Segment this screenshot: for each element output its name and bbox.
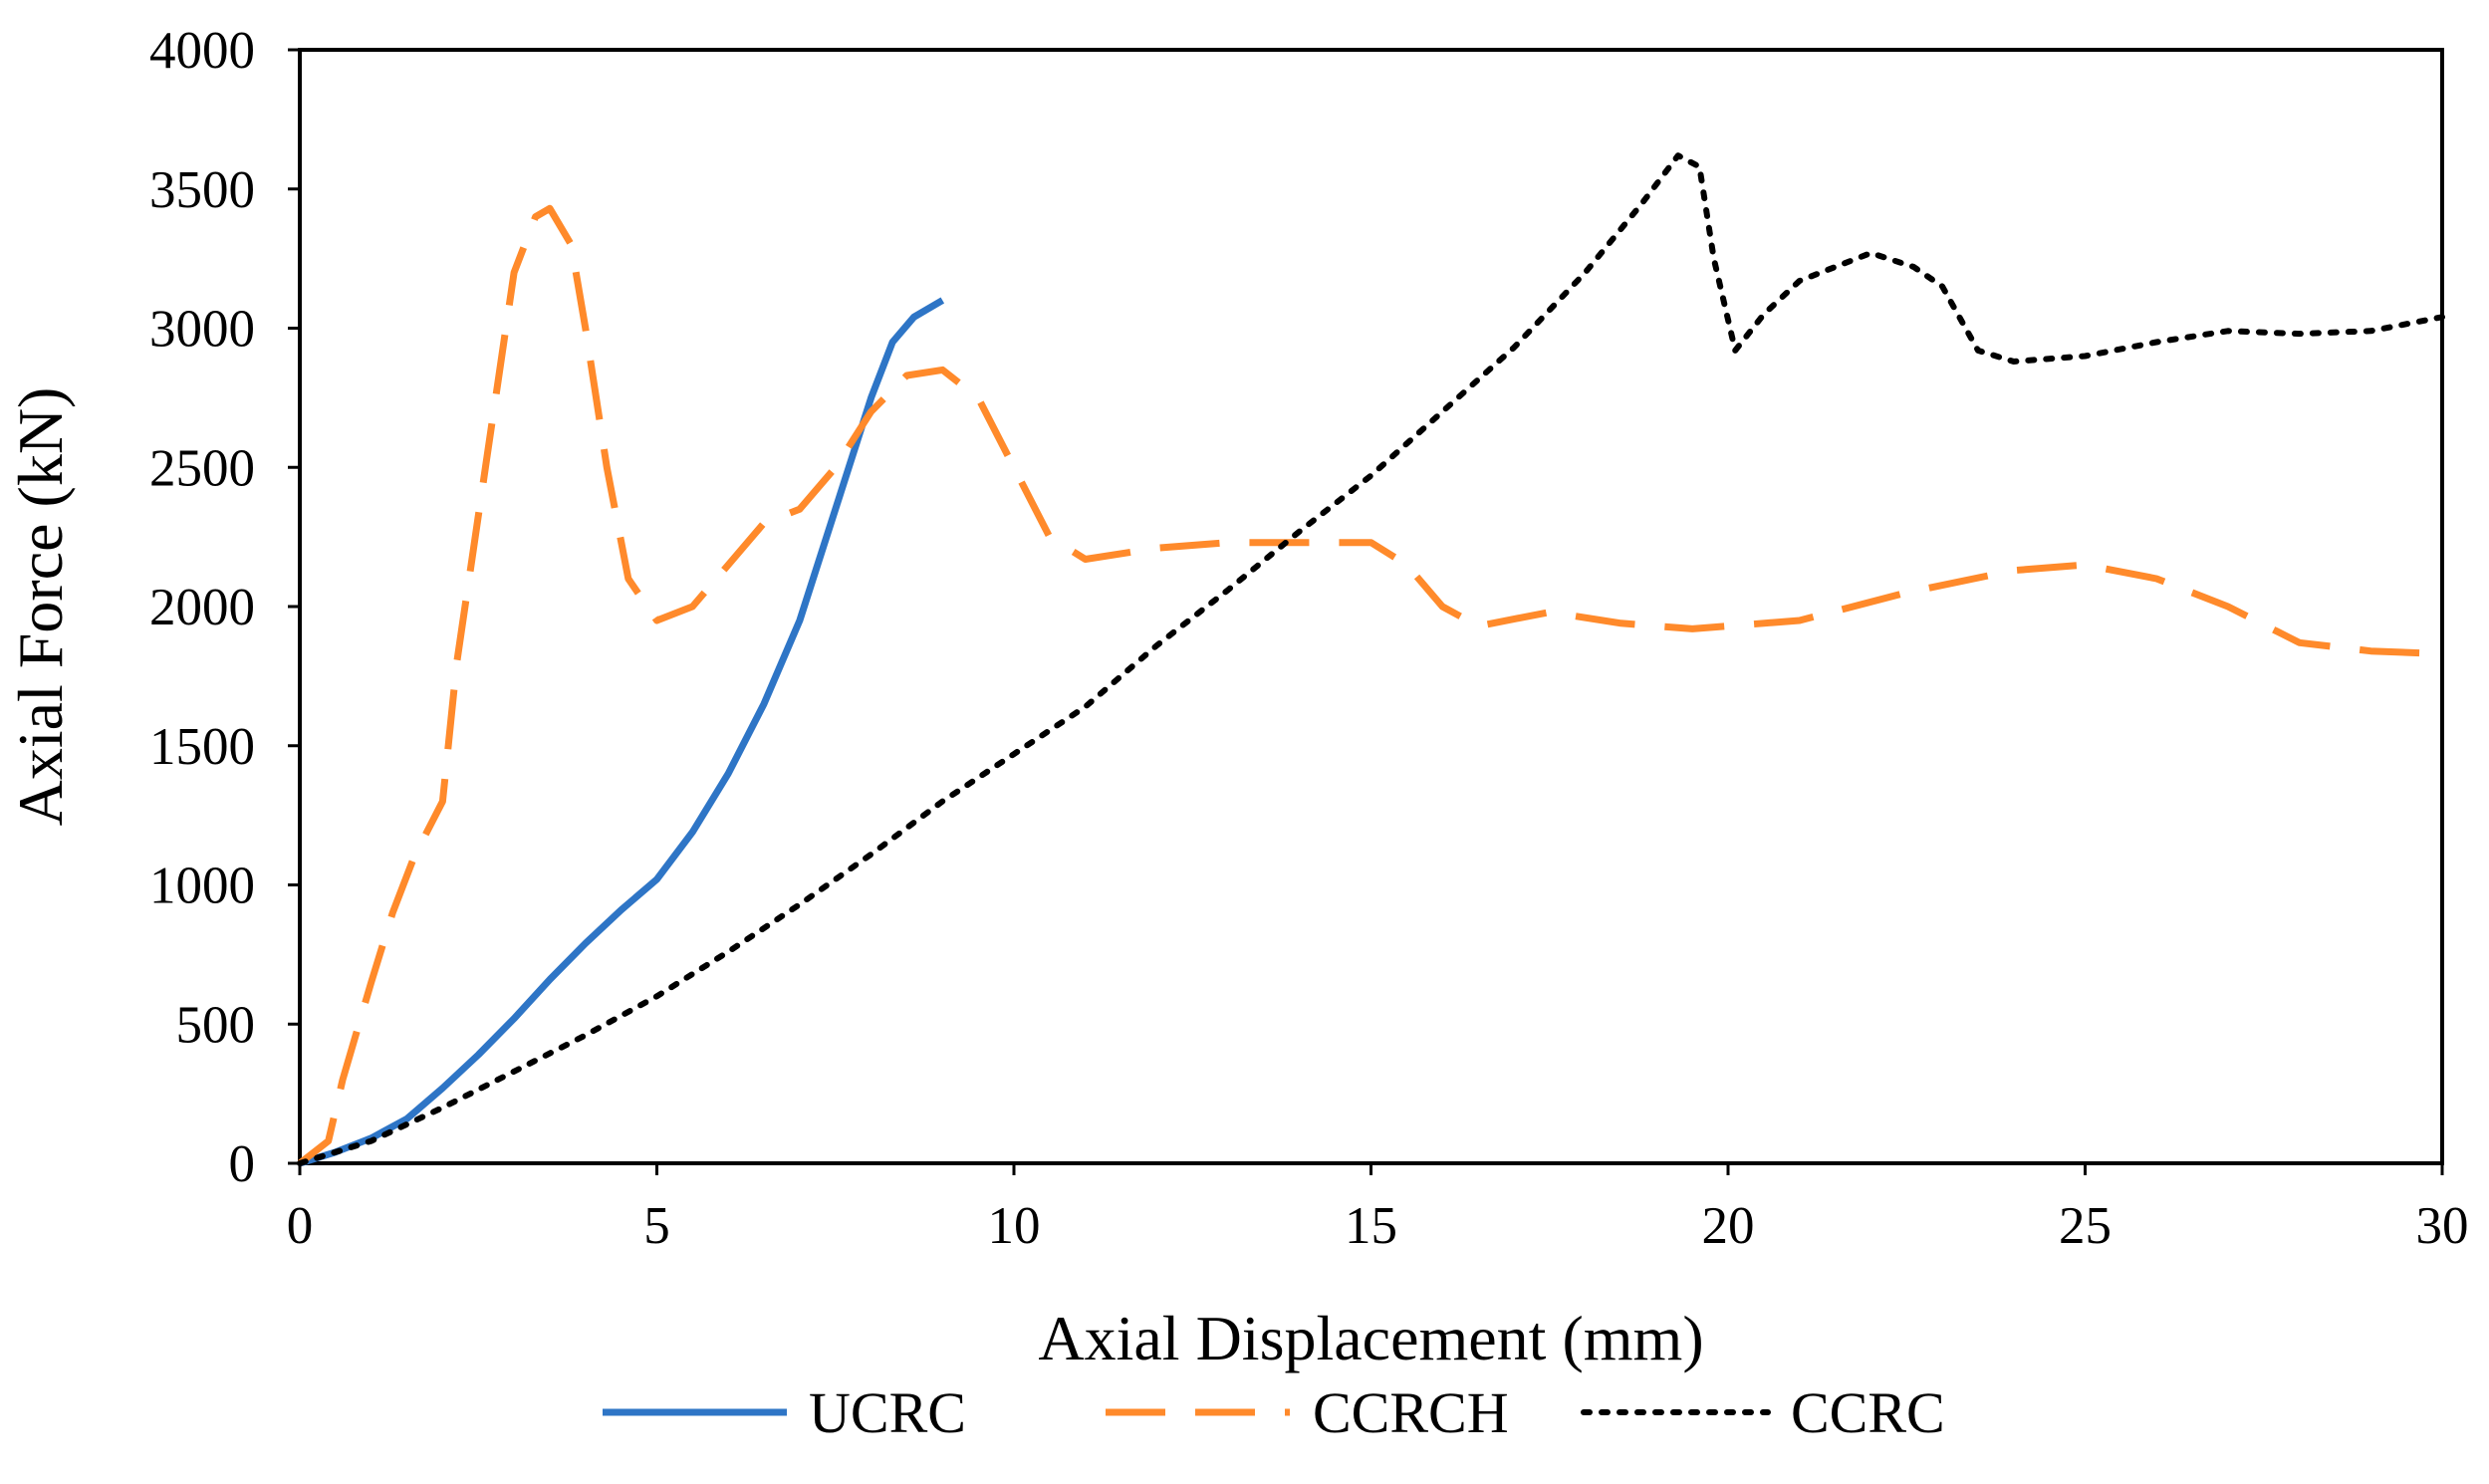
legend: UCRC CCRCH CCRC (603, 1380, 1945, 1445)
x-tick-label: 10 (988, 1197, 1041, 1255)
x-tick-label: 5 (643, 1197, 670, 1255)
series-line-ucrc (298, 297, 945, 1167)
x-axis-ticks: 0 5 10 15 20 25 30 (287, 1163, 2469, 1255)
series-line-ccrch (297, 204, 2443, 1166)
x-tick-label: 20 (1702, 1197, 1755, 1255)
series-line-ccrc (297, 152, 2445, 1166)
x-tick-label: 25 (2059, 1197, 2112, 1255)
plot-area (298, 48, 2444, 1165)
y-tick-label: 1000 (149, 858, 255, 915)
y-tick-label: 500 (176, 996, 256, 1054)
x-tick-label: 30 (2416, 1197, 2469, 1255)
legend-label-ccrc: CCRC (1791, 1380, 1945, 1445)
y-tick-label: 0 (229, 1135, 256, 1193)
y-tick-label: 3500 (149, 161, 255, 219)
y-tick-label: 3000 (149, 301, 255, 359)
y-tick-label: 4000 (149, 22, 255, 80)
legend-label-ccrch: CCRCH (1313, 1380, 1509, 1445)
y-axis-title: Axial Force (kN) (5, 387, 76, 827)
x-tick-label: 15 (1345, 1197, 1397, 1255)
x-axis-title: Axial Displacement (mm) (1038, 1303, 1703, 1373)
y-tick-label: 1500 (149, 718, 255, 776)
series-layer (297, 152, 2445, 1167)
y-axis-ticks: 0 500 1000 1500 2000 2500 3000 3500 4000 (149, 22, 300, 1193)
y-tick-label: 2000 (149, 579, 255, 636)
x-tick-label: 0 (287, 1197, 314, 1255)
plot-frame (298, 48, 2444, 1165)
legend-label-ucrc: UCRC (809, 1380, 966, 1445)
y-tick-label: 2500 (149, 439, 255, 497)
